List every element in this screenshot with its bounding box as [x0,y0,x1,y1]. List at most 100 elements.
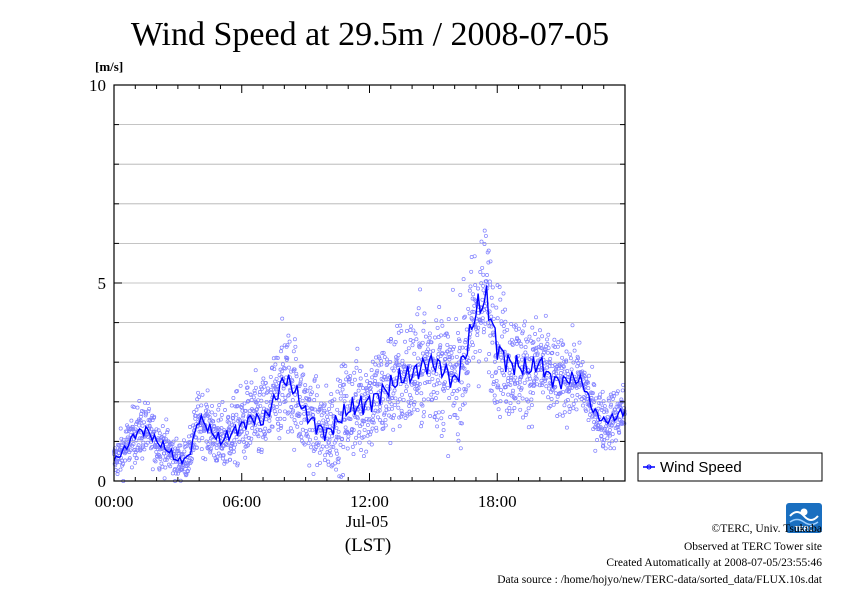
data-point [540,334,545,339]
data-point [486,248,491,253]
data-point [275,417,280,421]
data-point [622,421,627,426]
data-point [604,409,609,414]
data-point [249,380,254,385]
data-point [486,260,491,265]
data-point [460,393,465,398]
data-point [561,389,565,394]
data-point [350,382,355,386]
data-point [266,429,271,434]
data-point [593,412,597,417]
data-point [533,375,538,380]
data-point [600,389,605,394]
data-point [420,403,425,408]
data-point [154,449,159,454]
data-point [395,400,400,405]
data-point [610,394,614,399]
data-point [291,384,296,389]
data-point [241,413,246,417]
data-point [499,368,504,373]
data-point [270,424,275,429]
data-point [428,414,433,418]
data-point [303,387,308,392]
data-point [380,370,384,375]
data-point [311,442,316,447]
data-point [157,467,162,472]
data-point [475,329,480,334]
data-point [357,383,361,388]
data-point [620,388,625,393]
data-point [575,364,580,369]
data-point [308,385,313,390]
data-point [530,341,535,346]
data-point [130,424,135,429]
data-point [316,440,321,445]
data-point [299,420,304,425]
data-point [253,385,258,390]
data-point [598,401,603,406]
data-point [275,384,280,389]
data-point [546,332,551,337]
data-point [199,403,204,408]
data-point [277,409,282,414]
data-point [378,418,382,423]
data-point [523,350,528,355]
data-point [425,379,430,384]
data-point [328,412,333,416]
data-point [404,350,409,355]
data-point [274,376,279,381]
data-point [338,391,343,396]
data-point [422,311,427,316]
data-point [439,434,444,438]
data-point [522,323,527,328]
data-point [337,474,342,479]
data-point [153,445,158,449]
data-point [370,375,375,380]
data-point [174,436,179,441]
data-point [497,285,502,289]
data-point [142,447,147,452]
data-point [579,397,584,401]
data-point [478,270,483,274]
x-tick-label: 06:00 [222,492,261,511]
data-point [293,421,298,426]
data-point [318,428,323,433]
data-point [599,408,604,412]
data-point [396,405,401,410]
data-point [141,440,146,445]
data-point [410,343,415,348]
data-point [526,425,531,430]
data-point [499,388,503,392]
data-point [361,454,366,459]
data-point [423,334,428,339]
data-point [609,402,614,407]
data-point [524,410,529,415]
data-point [476,384,481,389]
data-point [164,417,169,422]
data-point [437,347,442,352]
data-point [615,389,620,394]
data-point [420,372,425,377]
data-point [298,431,303,436]
data-point [319,406,323,411]
data-point [337,435,342,440]
data-point [300,373,305,378]
data-point [262,384,267,389]
data-point [547,386,551,391]
data-point [447,357,452,362]
data-point [484,357,489,362]
data-point [165,428,170,433]
data-point [137,436,142,441]
data-point [219,413,224,417]
data-point [235,388,240,393]
data-point [320,444,325,449]
data-point [288,426,293,431]
data-point [289,414,294,419]
data-point [383,374,388,379]
data-point [433,396,438,401]
data-point [407,404,412,408]
data-point [606,396,611,401]
data-point [499,355,504,360]
data-point [494,369,499,374]
data-point [290,429,295,434]
